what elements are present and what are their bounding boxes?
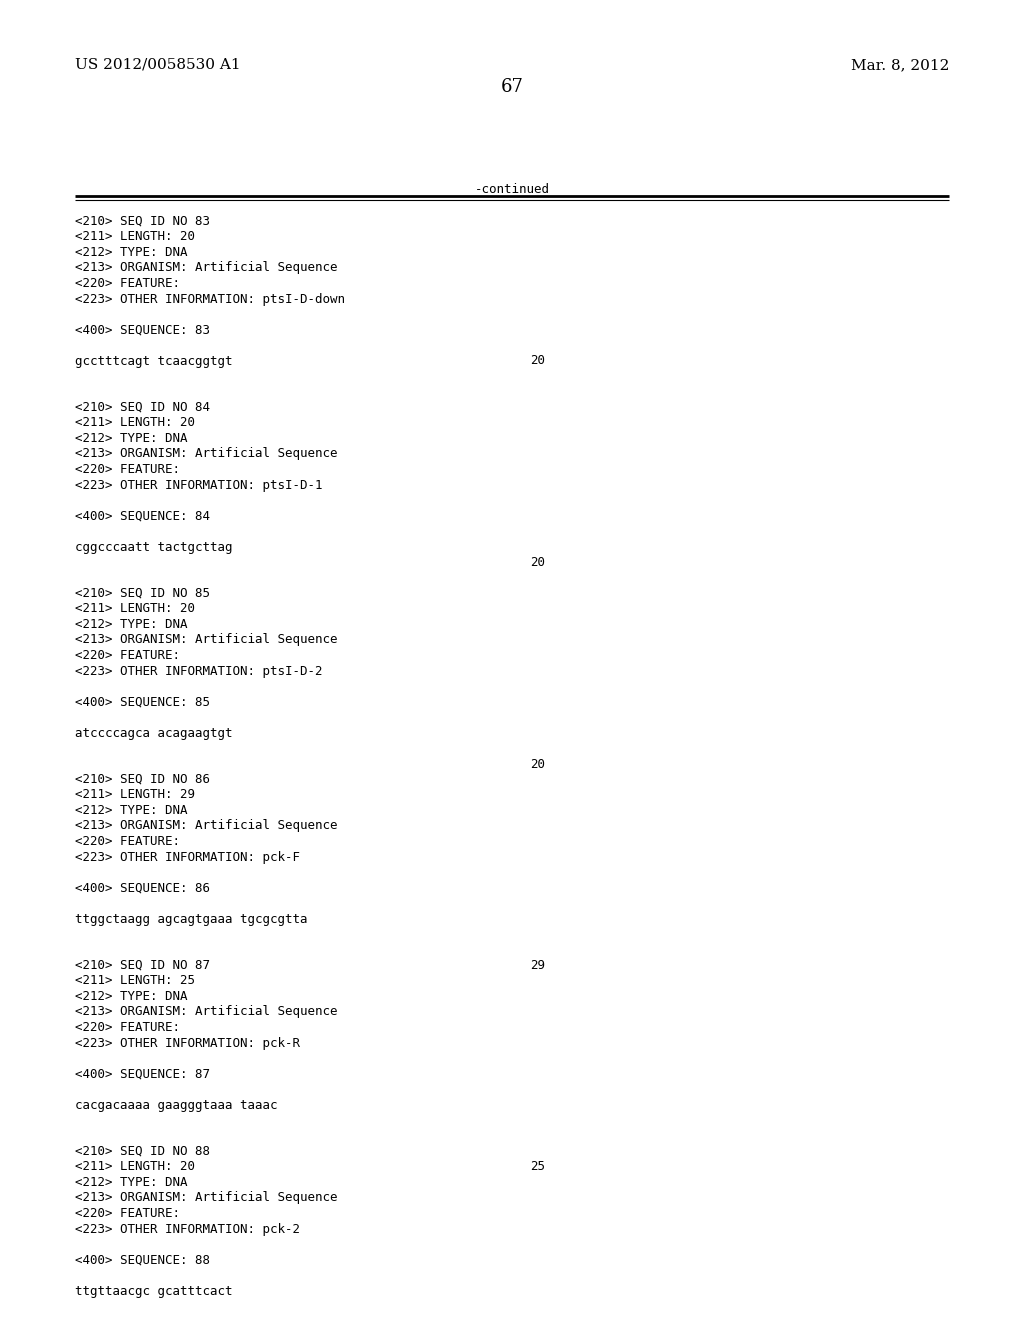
Text: <210> SEQ ID NO 84: <210> SEQ ID NO 84 — [75, 401, 210, 414]
Text: <210> SEQ ID NO 86: <210> SEQ ID NO 86 — [75, 774, 210, 785]
Text: <210> SEQ ID NO 87: <210> SEQ ID NO 87 — [75, 960, 210, 972]
Text: <220> FEATURE:: <220> FEATURE: — [75, 836, 180, 847]
Text: <220> FEATURE:: <220> FEATURE: — [75, 1206, 180, 1220]
Text: <210> SEQ ID NO 88: <210> SEQ ID NO 88 — [75, 1144, 210, 1158]
Text: <400> SEQUENCE: 87: <400> SEQUENCE: 87 — [75, 1068, 210, 1081]
Text: <400> SEQUENCE: 85: <400> SEQUENCE: 85 — [75, 696, 210, 709]
Text: <212> TYPE: DNA: <212> TYPE: DNA — [75, 804, 187, 817]
Text: Mar. 8, 2012: Mar. 8, 2012 — [851, 58, 949, 73]
Text: <223> OTHER INFORMATION: ptsI-D-down: <223> OTHER INFORMATION: ptsI-D-down — [75, 293, 345, 305]
Text: US 2012/0058530 A1: US 2012/0058530 A1 — [75, 58, 241, 73]
Text: gcctttcagt tcaacggtgt: gcctttcagt tcaacggtgt — [75, 355, 232, 367]
Text: <211> LENGTH: 29: <211> LENGTH: 29 — [75, 788, 195, 801]
Text: 20: 20 — [530, 758, 545, 771]
Text: ttgttaacgc gcatttcact: ttgttaacgc gcatttcact — [75, 1284, 232, 1298]
Text: <400> SEQUENCE: 86: <400> SEQUENCE: 86 — [75, 882, 210, 895]
Text: 25: 25 — [530, 1160, 545, 1173]
Text: <210> SEQ ID NO 83: <210> SEQ ID NO 83 — [75, 215, 210, 228]
Text: <212> TYPE: DNA: <212> TYPE: DNA — [75, 618, 187, 631]
Text: <213> ORGANISM: Artificial Sequence: <213> ORGANISM: Artificial Sequence — [75, 261, 338, 275]
Text: atccccagca acagaagtgt: atccccagca acagaagtgt — [75, 726, 232, 739]
Text: <213> ORGANISM: Artificial Sequence: <213> ORGANISM: Artificial Sequence — [75, 447, 338, 461]
Text: ttggctaagg agcagtgaaa tgcgcgtta: ttggctaagg agcagtgaaa tgcgcgtta — [75, 912, 307, 925]
Text: <400> SEQUENCE: 84: <400> SEQUENCE: 84 — [75, 510, 210, 523]
Text: <211> LENGTH: 20: <211> LENGTH: 20 — [75, 602, 195, 615]
Text: <223> OTHER INFORMATION: pck-R: <223> OTHER INFORMATION: pck-R — [75, 1036, 300, 1049]
Text: <211> LENGTH: 20: <211> LENGTH: 20 — [75, 1160, 195, 1173]
Text: <223> OTHER INFORMATION: pck-2: <223> OTHER INFORMATION: pck-2 — [75, 1222, 300, 1236]
Text: <212> TYPE: DNA: <212> TYPE: DNA — [75, 1176, 187, 1189]
Text: 67: 67 — [501, 78, 523, 96]
Text: <211> LENGTH: 25: <211> LENGTH: 25 — [75, 974, 195, 987]
Text: <210> SEQ ID NO 85: <210> SEQ ID NO 85 — [75, 587, 210, 601]
Text: <223> OTHER INFORMATION: ptsI-D-2: <223> OTHER INFORMATION: ptsI-D-2 — [75, 664, 323, 677]
Text: <223> OTHER INFORMATION: ptsI-D-1: <223> OTHER INFORMATION: ptsI-D-1 — [75, 479, 323, 491]
Text: 20: 20 — [530, 556, 545, 569]
Text: 20: 20 — [530, 355, 545, 367]
Text: <211> LENGTH: 20: <211> LENGTH: 20 — [75, 231, 195, 243]
Text: cacgacaaaa gaagggtaaa taaac: cacgacaaaa gaagggtaaa taaac — [75, 1098, 278, 1111]
Text: cggcccaatt tactgcttag: cggcccaatt tactgcttag — [75, 540, 232, 553]
Text: <213> ORGANISM: Artificial Sequence: <213> ORGANISM: Artificial Sequence — [75, 1192, 338, 1204]
Text: <213> ORGANISM: Artificial Sequence: <213> ORGANISM: Artificial Sequence — [75, 1006, 338, 1019]
Text: <220> FEATURE:: <220> FEATURE: — [75, 463, 180, 477]
Text: <220> FEATURE:: <220> FEATURE: — [75, 1020, 180, 1034]
Text: <220> FEATURE:: <220> FEATURE: — [75, 277, 180, 290]
Text: 29: 29 — [530, 960, 545, 972]
Text: <211> LENGTH: 20: <211> LENGTH: 20 — [75, 417, 195, 429]
Text: <212> TYPE: DNA: <212> TYPE: DNA — [75, 432, 187, 445]
Text: -continued: -continued — [474, 183, 550, 195]
Text: <213> ORGANISM: Artificial Sequence: <213> ORGANISM: Artificial Sequence — [75, 634, 338, 647]
Text: <212> TYPE: DNA: <212> TYPE: DNA — [75, 990, 187, 1003]
Text: <400> SEQUENCE: 88: <400> SEQUENCE: 88 — [75, 1254, 210, 1266]
Text: <213> ORGANISM: Artificial Sequence: <213> ORGANISM: Artificial Sequence — [75, 820, 338, 833]
Text: <400> SEQUENCE: 83: <400> SEQUENCE: 83 — [75, 323, 210, 337]
Text: <223> OTHER INFORMATION: pck-F: <223> OTHER INFORMATION: pck-F — [75, 850, 300, 863]
Text: <220> FEATURE:: <220> FEATURE: — [75, 649, 180, 663]
Text: <212> TYPE: DNA: <212> TYPE: DNA — [75, 246, 187, 259]
